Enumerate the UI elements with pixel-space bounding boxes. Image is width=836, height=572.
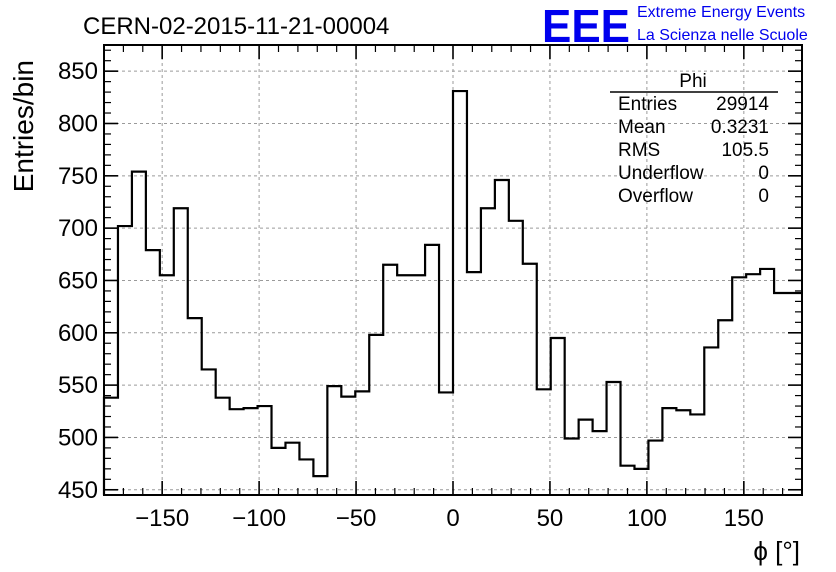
stats-mean-value: 0.3231	[711, 117, 769, 138]
x-axis-label: ϕ [°]	[753, 536, 800, 566]
histogram-bin	[174, 208, 188, 495]
x-tick-label: 100	[627, 505, 667, 532]
histogram-bin	[188, 318, 202, 495]
x-tick-label: −50	[336, 505, 377, 532]
histogram-bin	[760, 269, 774, 495]
histogram-bin	[327, 386, 341, 495]
histogram-bin	[132, 172, 146, 495]
histogram-bin	[355, 391, 369, 495]
histogram-bin	[216, 398, 230, 495]
x-ticks	[103, 45, 803, 495]
histogram-bin	[607, 382, 621, 495]
histogram-bin	[258, 406, 272, 495]
stats-underflow-label: Underflow	[618, 163, 704, 184]
histogram-bin	[648, 441, 662, 495]
stats-overflow-value: 0	[758, 186, 769, 207]
stats-mean-label: Mean	[618, 117, 666, 138]
x-tick-label: 50	[537, 505, 564, 532]
y-tick-label: 550	[58, 372, 98, 399]
histogram-bin	[551, 338, 565, 495]
histogram-bin	[453, 91, 467, 495]
histogram-bin	[272, 448, 286, 495]
histogram-bin	[732, 277, 746, 495]
histogram-bin	[411, 275, 425, 495]
histogram-bin	[704, 347, 718, 495]
histogram-bin	[774, 293, 788, 495]
histogram-bin	[244, 408, 258, 495]
histogram-bin	[746, 274, 760, 495]
logo-line-2: La Scienza nelle Scuole	[637, 27, 808, 44]
stats-entries-value: 29914	[716, 94, 769, 115]
histogram-bin	[509, 221, 523, 495]
x-tick-labels: −150 −100 −50 0 50 100 150	[135, 505, 764, 532]
histogram-bin	[523, 264, 537, 495]
histogram-bin	[690, 414, 704, 495]
histogram-bin	[160, 275, 174, 495]
histogram-bin	[788, 293, 802, 495]
y-tick-label: 800	[58, 110, 98, 137]
histogram-bin	[118, 226, 132, 495]
y-tick-label: 450	[58, 477, 98, 504]
stats-rms-value: 105.5	[721, 140, 769, 161]
histogram-bin	[230, 409, 244, 495]
histogram-bin	[285, 443, 299, 495]
x-tick-label: −150	[135, 505, 189, 532]
histogram-outline	[102, 89, 802, 495]
stats-box: Phi Entries 29914 Mean 0.3231 RMS 105.5 …	[610, 71, 778, 207]
stats-title: Phi	[679, 71, 706, 92]
histogram-bin	[621, 466, 635, 495]
histogram-bin	[146, 250, 160, 495]
y-tick-label: 750	[58, 163, 98, 190]
stats-rms-label: RMS	[618, 140, 660, 161]
histogram-bin	[467, 272, 481, 495]
histogram-bin	[565, 438, 579, 495]
plot-frame	[103, 44, 803, 496]
histogram-bin	[439, 392, 453, 495]
histogram-bin	[299, 459, 313, 495]
histogram-bin	[662, 408, 676, 495]
histogram-bin	[104, 398, 118, 495]
y-tick-label: 650	[58, 267, 98, 294]
histogram-bin	[383, 265, 397, 495]
x-tick-label: −100	[232, 505, 286, 532]
histogram-bin	[397, 275, 411, 495]
y-tick-labels: 450 500 550 600 650 700 750 800 850	[58, 58, 98, 504]
stats-overflow-label: Overflow	[618, 186, 693, 207]
y-ticks	[104, 49, 802, 491]
histogram-bin	[718, 320, 732, 495]
histogram-bin	[341, 397, 355, 495]
stats-entries-label: Entries	[618, 94, 677, 115]
y-tick-label: 500	[58, 424, 98, 451]
histogram-bin	[676, 410, 690, 495]
histogram-bin	[481, 208, 495, 495]
stats-underflow-value: 0	[758, 163, 769, 184]
logo-line-1: Extreme Energy Events	[637, 4, 805, 21]
histogram-bin	[537, 389, 551, 495]
histogram-bin	[425, 245, 439, 495]
histogram-bin	[313, 476, 327, 495]
chart-title: CERN-02-2015-11-21-00004	[83, 13, 389, 40]
histogram-bin	[495, 180, 509, 495]
y-tick-label: 700	[58, 215, 98, 242]
histogram-bin	[634, 469, 648, 495]
y-axis-label: Entries/bin	[8, 60, 39, 192]
eee-logo: EEE	[542, 0, 630, 52]
histogram-bin	[202, 369, 216, 495]
histogram-bin	[369, 335, 383, 495]
x-tick-label: 150	[724, 505, 764, 532]
y-tick-label: 850	[58, 58, 98, 85]
y-tick-label: 600	[58, 320, 98, 347]
histogram-bin	[579, 420, 593, 495]
histogram-bin	[593, 431, 607, 495]
x-tick-label: 0	[446, 505, 459, 532]
